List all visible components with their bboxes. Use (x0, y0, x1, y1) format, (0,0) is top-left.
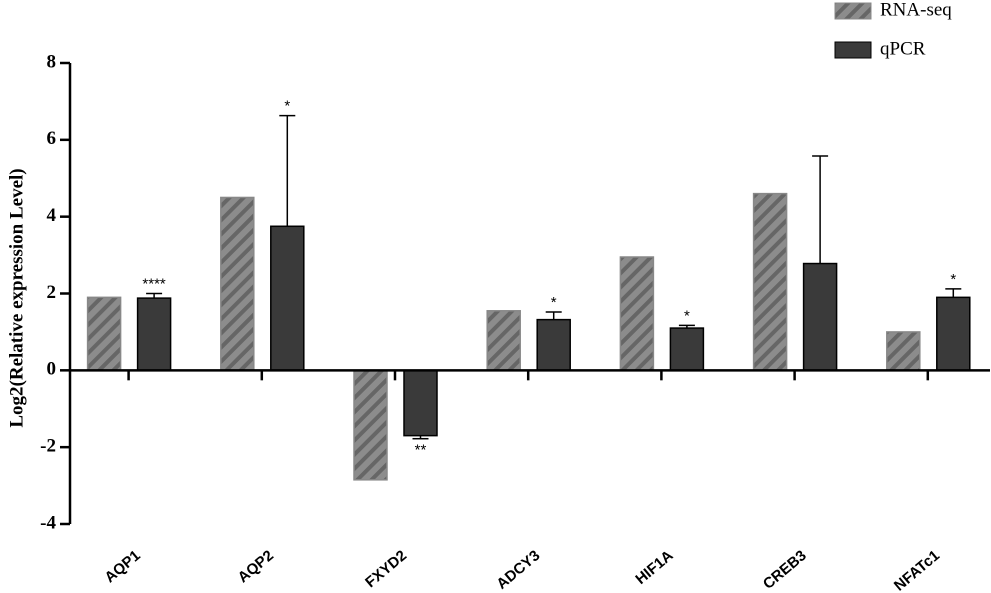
y-tick-label: 4 (47, 205, 57, 226)
bar (936, 296, 971, 372)
x-tick-label: ADCY3 (493, 547, 543, 593)
y-tick-label: 2 (47, 282, 57, 303)
y-tick-label: 8 (47, 51, 57, 72)
error-bar (146, 292, 163, 299)
bar (536, 318, 571, 372)
significance-label: **** (142, 275, 166, 292)
error-bar (279, 114, 296, 227)
y-tick-label: 6 (47, 128, 57, 149)
legend-swatch (834, 2, 872, 20)
error-bar (545, 311, 562, 320)
significance-label: * (950, 271, 956, 288)
y-axis-label: Log2(Relative expression Level) (6, 168, 27, 427)
bar (403, 369, 438, 437)
legend-label: qPCR (880, 38, 926, 59)
x-tick-label: CREB3 (760, 547, 810, 593)
significance-label: ** (415, 442, 427, 459)
bar (220, 196, 255, 372)
bar (486, 310, 521, 372)
bar (353, 369, 388, 481)
bar (802, 262, 838, 372)
bar (752, 192, 788, 372)
significance-label: * (551, 294, 557, 311)
bar (270, 225, 305, 372)
x-tick-label: AQP1 (101, 547, 143, 586)
y-tick-label: 0 (47, 359, 57, 380)
bar (136, 297, 172, 372)
y-tick-label: -2 (40, 436, 56, 457)
error-bar (812, 155, 829, 264)
significance-label: * (284, 98, 290, 115)
legend-swatch (834, 41, 872, 59)
x-tick-label: AQP2 (235, 547, 277, 586)
significance-label: * (684, 307, 690, 324)
bar (86, 296, 122, 372)
bar (619, 256, 655, 372)
error-bar (945, 288, 962, 298)
x-tick-label: FXYD2 (362, 547, 410, 591)
bar (886, 331, 921, 372)
x-tick-label: HIF1A (632, 547, 676, 588)
legend-label: RNA-seq (880, 0, 952, 20)
error-bar (412, 435, 429, 440)
x-tick-label: NFATc1 (891, 547, 943, 593)
error-bar (678, 324, 695, 329)
bar (669, 327, 705, 372)
y-tick-label: -4 (40, 512, 56, 533)
